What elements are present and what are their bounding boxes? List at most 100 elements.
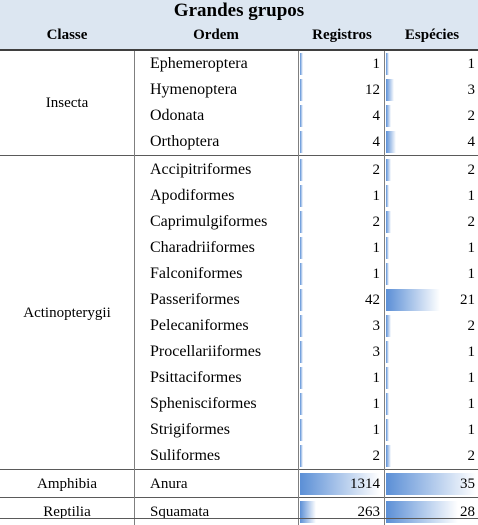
especies-value: 1 xyxy=(467,370,476,386)
classe-label: Actinopterygii xyxy=(23,305,111,321)
especies-value: 2 xyxy=(467,162,476,178)
registros-value: 1 xyxy=(372,188,381,204)
registros-bar xyxy=(300,341,303,363)
especies-value: 1 xyxy=(467,266,476,282)
especies-value: 2 xyxy=(467,318,476,334)
registros-value: 1 xyxy=(372,56,381,72)
registros-value: 1314 xyxy=(350,476,380,492)
registros-value: 12 xyxy=(365,82,380,98)
group-separator xyxy=(0,469,478,470)
classe-ordem-divider xyxy=(134,51,135,525)
especies-bar xyxy=(386,315,391,337)
header-especies: Espécies xyxy=(404,27,460,43)
table-row: Orthoptera 4 4 xyxy=(0,129,478,155)
registros-bar xyxy=(300,105,303,127)
registros-bar xyxy=(300,211,303,233)
table-row: Pelecaniformes 3 2 xyxy=(0,313,478,339)
group-separator xyxy=(0,497,478,498)
table-row: Charadriiformes 1 1 xyxy=(0,235,478,261)
especies-bar xyxy=(386,159,391,181)
especies-value: 2 xyxy=(467,108,476,124)
especies-bar xyxy=(386,341,389,363)
table-title: Grandes grupos xyxy=(0,0,478,22)
registros-value: 263 xyxy=(357,504,381,520)
registros-value: 1 xyxy=(372,370,381,386)
especies-value: 1 xyxy=(467,422,476,438)
registros-bar xyxy=(300,501,316,523)
table-row: Suliformes 2 2 xyxy=(0,443,478,469)
especies-value: 28 xyxy=(460,504,475,520)
ordem-cell: Ephemeroptera xyxy=(150,55,248,72)
registros-bar xyxy=(300,185,303,207)
classe-label: Amphibia xyxy=(37,476,97,492)
registros-bar xyxy=(300,159,303,181)
ordem-cell: Charadriiformes xyxy=(150,239,255,256)
especies-bar xyxy=(386,79,394,101)
registros-value: 1 xyxy=(372,266,381,282)
especies-bar xyxy=(386,237,389,259)
table-row: Caprimulgiformes 2 2 xyxy=(0,209,478,235)
registros-value: 1 xyxy=(372,240,381,256)
table-row: Hymenoptera 12 3 xyxy=(0,77,478,103)
ordem-cell: Apodiformes xyxy=(150,187,235,204)
registros-especies-divider xyxy=(384,51,385,525)
registros-bar xyxy=(300,367,303,389)
table-row: Sphenisciformes 1 1 xyxy=(0,391,478,417)
especies-bar xyxy=(386,105,391,127)
ordem-cell: Pelecaniformes xyxy=(150,317,249,334)
registros-bar xyxy=(300,263,303,285)
especies-value: 4 xyxy=(467,134,476,150)
ordem-cell: Hymenoptera xyxy=(150,81,238,98)
ordem-cell: Passeriformes xyxy=(150,291,240,308)
especies-value: 1 xyxy=(467,188,476,204)
header-registros: Registros xyxy=(312,27,372,43)
especies-value: 21 xyxy=(460,292,475,308)
especies-bar xyxy=(386,445,391,467)
classe-label: Reptilia xyxy=(43,504,91,520)
especies-value: 2 xyxy=(467,448,476,464)
registros-value: 4 xyxy=(372,108,381,124)
ordem-cell: Procellariiformes xyxy=(150,343,262,360)
registros-bar xyxy=(300,393,303,415)
ordem-cell: Falconiformes xyxy=(150,265,243,282)
ordem-cell: Caprimulgiformes xyxy=(150,213,268,230)
table-row: Apodiformes 1 1 xyxy=(0,183,478,209)
registros-bar xyxy=(300,53,303,75)
ordem-cell: Accipitriformes xyxy=(150,161,252,178)
registros-bar xyxy=(300,237,303,259)
registros-bar xyxy=(300,79,303,101)
especies-bar xyxy=(386,185,389,207)
registros-bar xyxy=(300,131,303,153)
table-row: Passeriformes 42 21 xyxy=(0,287,478,313)
especies-value: 1 xyxy=(467,344,476,360)
registros-value: 3 xyxy=(372,318,381,334)
especies-bar xyxy=(386,419,389,441)
table-row: Procellariiformes 3 1 xyxy=(0,339,478,365)
especies-bar xyxy=(386,211,391,233)
group-separator xyxy=(0,155,478,156)
ordem-cell: Strigiformes xyxy=(150,421,230,438)
especies-bar xyxy=(386,393,389,415)
registros-bar xyxy=(300,419,303,441)
registros-bar xyxy=(300,445,303,467)
ordem-cell: Squamata xyxy=(150,504,210,520)
header-row: Classe Ordem Registros Espécies xyxy=(0,22,478,51)
ordem-cell: Suliformes xyxy=(150,447,221,464)
especies-value: 2 xyxy=(467,214,476,230)
especies-bar xyxy=(386,131,396,153)
table-row: Anura 1314 35 xyxy=(0,471,478,497)
ordem-cell: Odonata xyxy=(150,107,205,124)
registros-value: 42 xyxy=(365,292,380,308)
registros-value: 4 xyxy=(372,134,381,150)
especies-value: 1 xyxy=(467,56,476,72)
registros-bar xyxy=(300,289,303,311)
table-row: Odonata 4 2 xyxy=(0,103,478,129)
registros-value: 2 xyxy=(372,448,381,464)
ordem-cell: Anura xyxy=(150,476,188,492)
table-row: Squamata 263 28 xyxy=(0,499,478,525)
especies-bar xyxy=(386,53,389,75)
table-row: Psittaciformes 1 1 xyxy=(0,365,478,391)
ordem-cell: Sphenisciformes xyxy=(150,395,257,412)
registros-value: 1 xyxy=(372,396,381,412)
